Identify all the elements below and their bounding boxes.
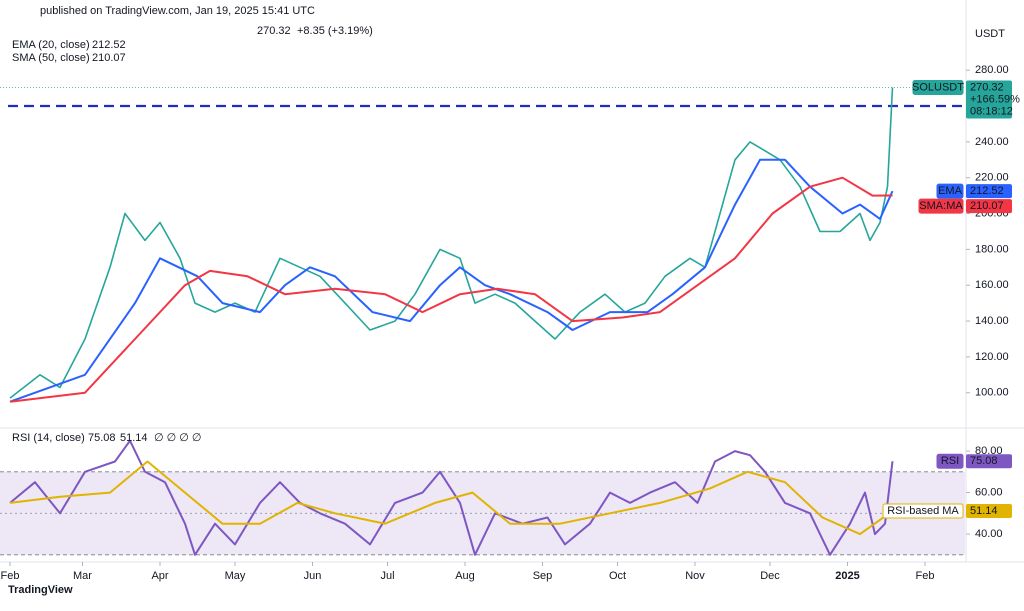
x-tick-label: May <box>225 570 246 582</box>
tag-name: RSI <box>941 455 959 467</box>
x-tick-label: 2025 <box>835 570 859 582</box>
rsi-value: 75.08 <box>88 432 116 444</box>
x-tick-label: Jul <box>380 570 394 582</box>
tag-value-box <box>966 80 1012 119</box>
x-tick-label: Apr <box>151 570 168 582</box>
y-tick-label: 280.00 <box>975 64 1009 76</box>
x-tick-label: Feb <box>1 570 20 582</box>
series-line <box>9 460 894 536</box>
rsi-title: RSI (14, close) <box>12 432 85 444</box>
x-tick-label: Nov <box>685 570 705 582</box>
x-tick-label: Oct <box>609 570 626 582</box>
tag-value: 212.52 <box>970 185 1004 197</box>
plot-area <box>0 439 965 556</box>
x-tick-label: Dec <box>760 570 780 582</box>
currency: USDT <box>975 28 1005 40</box>
y-tick-label: 240.00 <box>975 136 1009 148</box>
y-tick-label: 40.00 <box>975 528 1003 540</box>
tag-countdown: 08:18:12 <box>970 105 1013 117</box>
rsi-extra: ∅ ∅ ∅ ∅ <box>154 432 202 444</box>
indicator-name: SMA (50, close) <box>12 52 90 64</box>
y-tick-label: 120.00 <box>975 351 1009 363</box>
y-tick-label: 220.00 <box>975 172 1009 184</box>
y-tick-label: 180.00 <box>975 243 1009 255</box>
y-tick-label: 60.00 <box>975 486 1003 498</box>
tag-name-box <box>918 198 964 214</box>
series-line <box>9 439 894 556</box>
y-tick-label: 100.00 <box>975 387 1009 399</box>
tag-name-box <box>936 183 964 199</box>
tag-name-box <box>936 453 964 469</box>
tag-name: SOLUSDT <box>912 81 964 93</box>
series-line <box>9 176 893 403</box>
tag-name: RSI-based MA <box>887 505 959 517</box>
tag-value: 51.14 <box>970 505 998 517</box>
tag-value: 210.07 <box>970 200 1004 212</box>
tag-value-box <box>966 199 1012 214</box>
indicator-value: 210.07 <box>92 52 126 64</box>
tag-name-box <box>912 80 964 96</box>
price-value: 270.32 <box>257 25 291 37</box>
y-tick-label: 160.00 <box>975 279 1009 291</box>
tag-value: 75.08 <box>970 455 998 467</box>
series-line <box>9 87 894 399</box>
tag-name: SMA:MA <box>919 200 963 212</box>
indicator-value: 212.52 <box>92 39 126 51</box>
tag-name: EMA <box>938 185 963 197</box>
rsi-value: 51.14 <box>120 432 148 444</box>
tag-value-box <box>966 454 1012 469</box>
x-tick-label: Aug <box>455 570 475 582</box>
tag-name-box <box>882 503 964 519</box>
brand: TradingView <box>8 584 73 596</box>
x-tick-label: Jun <box>304 570 322 582</box>
y-tick-label: 140.00 <box>975 315 1009 327</box>
x-tick-label: Sep <box>533 570 553 582</box>
x-tick-label: Mar <box>73 570 92 582</box>
tag-pct: +166.59% <box>970 93 1020 105</box>
y-tick-label: 80.00 <box>975 445 1003 457</box>
indicator-name: EMA (20, close) <box>12 39 90 51</box>
tag-value: 270.32 <box>970 81 1004 93</box>
published: published on TradingView.com, Jan 19, 20… <box>40 5 315 17</box>
tag-value-box <box>966 503 1012 518</box>
plot-area <box>0 87 965 403</box>
tag-value-box <box>966 184 1012 199</box>
price-change: +8.35 (+3.19%) <box>297 25 373 37</box>
x-tick-label: Feb <box>916 570 935 582</box>
